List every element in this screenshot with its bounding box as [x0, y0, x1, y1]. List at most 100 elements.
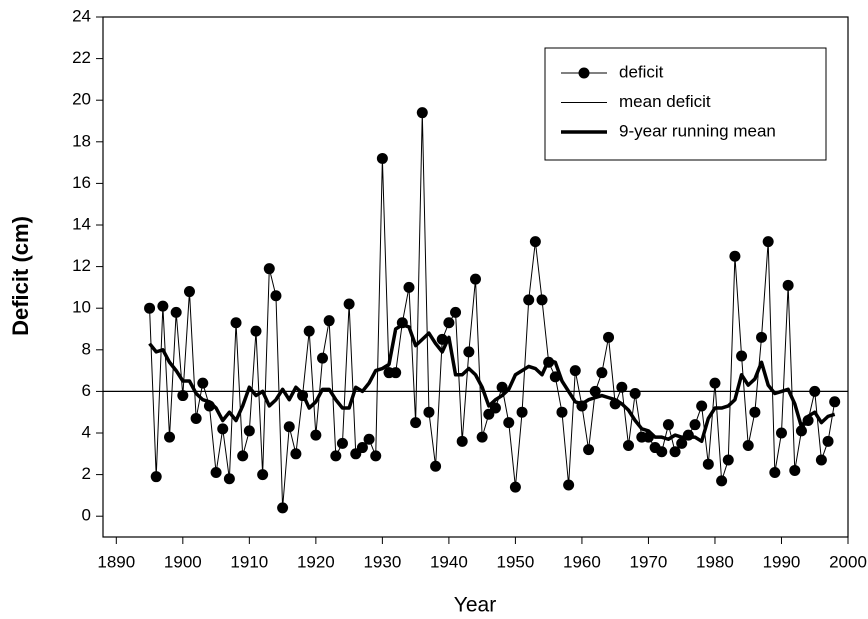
y-tick-label: 2	[82, 464, 91, 483]
data-point	[463, 346, 475, 358]
data-point	[756, 331, 768, 343]
data-point	[343, 298, 355, 310]
y-tick-label: 14	[72, 214, 91, 233]
x-tick-label: 1900	[164, 552, 202, 571]
data-point	[822, 435, 834, 447]
data-point	[709, 377, 721, 389]
data-point	[217, 423, 229, 435]
data-point	[144, 302, 156, 314]
data-point	[689, 419, 701, 431]
y-tick-label: 8	[82, 339, 91, 358]
data-point	[789, 464, 801, 476]
data-point	[450, 306, 462, 318]
data-point	[696, 400, 708, 412]
x-tick-label: 1960	[563, 552, 601, 571]
data-point	[410, 417, 422, 429]
data-point	[569, 365, 581, 377]
data-point	[702, 458, 714, 470]
x-tick-label: 1930	[363, 552, 401, 571]
y-tick-label: 22	[72, 48, 91, 67]
data-point	[170, 306, 182, 318]
x-tick-label: 2000	[829, 552, 867, 571]
x-tick-label: 1970	[630, 552, 668, 571]
data-point	[443, 317, 455, 329]
data-point	[509, 481, 521, 493]
data-point	[815, 454, 827, 466]
deficit-line	[149, 112, 836, 509]
x-tick-label: 1920	[297, 552, 335, 571]
data-point	[782, 279, 794, 291]
data-point	[496, 381, 508, 393]
data-point	[270, 290, 282, 302]
data-point	[556, 406, 568, 418]
y-tick-label: 24	[72, 6, 91, 25]
x-tick-label: 1990	[763, 552, 801, 571]
data-point	[662, 419, 674, 431]
data-point	[390, 367, 402, 379]
x-tick-label: 1980	[696, 552, 734, 571]
data-point	[583, 444, 595, 456]
data-point	[656, 446, 668, 458]
data-point	[516, 406, 528, 418]
data-point	[230, 317, 242, 329]
data-point	[283, 421, 295, 433]
data-point	[476, 431, 488, 443]
data-point	[629, 387, 641, 399]
data-point	[682, 429, 694, 441]
data-point	[150, 471, 162, 483]
data-point	[303, 325, 315, 337]
data-point	[370, 450, 382, 462]
y-axis-label: Deficit (cm)	[8, 216, 33, 336]
data-point	[503, 417, 515, 429]
y-tick-label: 20	[72, 90, 91, 109]
y-tick-label: 12	[72, 256, 91, 275]
data-point	[164, 431, 176, 443]
legend-label: mean deficit	[619, 92, 711, 111]
data-point	[356, 442, 368, 454]
y-tick-label: 0	[82, 506, 91, 525]
legend-label: deficit	[619, 62, 664, 81]
data-point	[223, 473, 235, 485]
data-point	[616, 381, 628, 393]
data-point	[722, 454, 734, 466]
data-point	[416, 107, 428, 119]
data-point	[470, 273, 481, 285]
data-point	[676, 437, 688, 449]
data-point	[336, 437, 348, 449]
data-point	[330, 450, 342, 462]
data-point	[622, 439, 634, 451]
x-tick-label: 1910	[230, 552, 268, 571]
data-point	[603, 331, 615, 343]
data-point	[795, 425, 807, 437]
data-point	[403, 281, 415, 293]
data-point	[669, 446, 681, 458]
legend-marker	[578, 67, 590, 79]
data-point	[277, 502, 289, 514]
data-point	[563, 479, 575, 491]
data-point	[423, 406, 435, 418]
data-point	[190, 412, 202, 424]
data-point	[536, 294, 548, 306]
data-point	[183, 286, 195, 298]
data-point	[250, 325, 262, 337]
data-point	[596, 367, 608, 379]
data-point	[317, 352, 329, 364]
data-point	[263, 263, 275, 275]
data-point	[430, 460, 442, 472]
x-tick-label: 1890	[97, 552, 135, 571]
y-tick-label: 18	[72, 131, 91, 150]
legend-label: 9-year running mean	[619, 121, 776, 140]
x-axis-label: Year	[454, 594, 496, 617]
data-point	[177, 390, 189, 402]
x-tick-label: 1950	[496, 552, 534, 571]
legend-box	[544, 47, 827, 161]
data-point	[749, 406, 761, 418]
data-point	[290, 448, 302, 460]
data-point	[769, 467, 781, 479]
data-point	[775, 427, 787, 439]
data-point	[729, 250, 741, 262]
data-point	[237, 450, 249, 462]
running-mean-line	[148, 323, 836, 444]
